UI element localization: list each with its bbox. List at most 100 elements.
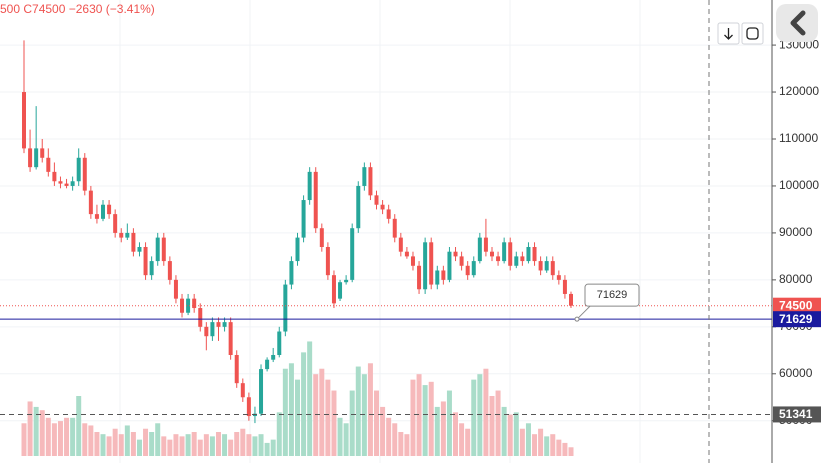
price-label-box — [773, 297, 821, 314]
scroll-bottom-button[interactable] — [717, 22, 740, 45]
volume-bar — [337, 417, 343, 456]
candle-body — [204, 326, 209, 337]
volume-bar — [544, 436, 550, 456]
candle-body — [532, 246, 537, 262]
candle-body — [538, 261, 543, 271]
candle-body — [502, 242, 507, 262]
candle-body — [386, 209, 391, 219]
candle-body — [550, 261, 555, 276]
button-frame[interactable] — [741, 22, 764, 45]
volume-bar — [45, 417, 51, 456]
y-tick-label: 80000 — [779, 272, 813, 286]
volume-bar — [276, 412, 282, 456]
candle-body — [453, 251, 458, 257]
volume-bar — [185, 434, 191, 456]
candle-body — [216, 322, 221, 327]
candle-body — [301, 200, 306, 238]
candle-body — [429, 242, 434, 285]
candle-body — [186, 298, 191, 313]
candle-body — [544, 261, 549, 271]
volume-bar — [288, 363, 294, 456]
candle-body — [380, 204, 385, 210]
volume-bar — [234, 432, 240, 456]
volume-bar — [295, 379, 300, 456]
volume-layer — [21, 341, 574, 456]
candle-body — [350, 228, 355, 280]
volume-bar — [112, 428, 118, 456]
candle-body — [228, 322, 233, 355]
volume-bar — [392, 423, 398, 456]
price-line-layer — [0, 305, 772, 415]
header-ohlc: 500 C74500 −2630 (−3.41%) — [0, 2, 155, 16]
candle-body — [569, 293, 573, 306]
price-label-box — [773, 311, 821, 328]
volume-bar — [94, 432, 100, 456]
candle-body — [392, 218, 397, 238]
candle-body — [459, 256, 464, 266]
candle-body — [295, 237, 300, 262]
fullscreen-button[interactable] — [741, 22, 764, 45]
volume-bar — [191, 432, 197, 456]
back-button[interactable] — [776, 4, 818, 42]
candle-body — [192, 298, 197, 309]
candle-body — [508, 242, 513, 266]
volume-bar — [240, 428, 246, 456]
volume-bar — [495, 390, 501, 456]
candle-body — [107, 204, 112, 215]
candle-body — [417, 265, 422, 290]
volume-bar — [76, 396, 82, 456]
chevron-icon — [790, 10, 806, 36]
price-axis — [772, 0, 821, 463]
volume-bar — [88, 425, 94, 456]
candle-body — [562, 279, 567, 294]
candle-body — [46, 157, 51, 172]
candle-body — [64, 183, 69, 186]
candle-body — [271, 354, 276, 360]
candle-body — [210, 322, 215, 337]
candle-body — [234, 354, 239, 384]
volume-bar — [568, 447, 574, 456]
candle-body — [52, 171, 57, 182]
candle-body — [22, 92, 26, 149]
volume-bar — [270, 439, 276, 456]
volume-bar — [355, 366, 361, 456]
candle-body — [441, 270, 446, 280]
candle-layer — [22, 40, 573, 424]
candle-body — [40, 148, 45, 158]
volume-bar — [325, 379, 331, 456]
candle-body — [368, 167, 373, 196]
arrow-down-icon — [724, 28, 733, 40]
candle-body — [410, 256, 415, 266]
candle-body — [180, 298, 185, 313]
y-tick-label: 60000 — [779, 366, 813, 380]
button-frame[interactable] — [776, 4, 818, 42]
volume-bar — [197, 439, 203, 456]
volume-bar — [477, 374, 483, 456]
candle-body — [167, 261, 172, 280]
volume-bar — [471, 379, 477, 456]
volume-bar — [100, 434, 106, 456]
candle-body — [149, 261, 154, 276]
candle-body — [58, 181, 63, 184]
volume-bar — [258, 434, 264, 456]
volume-bar — [21, 423, 27, 456]
callout-label: 71629 — [597, 289, 628, 301]
y-tick-label: 110000 — [779, 131, 818, 145]
volume-bar — [550, 434, 556, 456]
volume-bar — [215, 432, 221, 456]
volume-bar — [519, 428, 525, 456]
candle-body — [313, 171, 318, 229]
volume-bar — [532, 434, 538, 456]
volume-bar — [331, 390, 337, 456]
y-tick-label: 100000 — [779, 178, 819, 192]
candle-body — [119, 232, 124, 238]
candle-body — [325, 246, 330, 276]
candle-body — [447, 251, 452, 280]
volume-bar — [459, 423, 465, 456]
candle-body — [483, 237, 488, 252]
volume-bar — [398, 432, 404, 456]
candle-body — [28, 148, 33, 168]
volume-bar — [246, 434, 252, 456]
volume-bar — [173, 434, 179, 456]
